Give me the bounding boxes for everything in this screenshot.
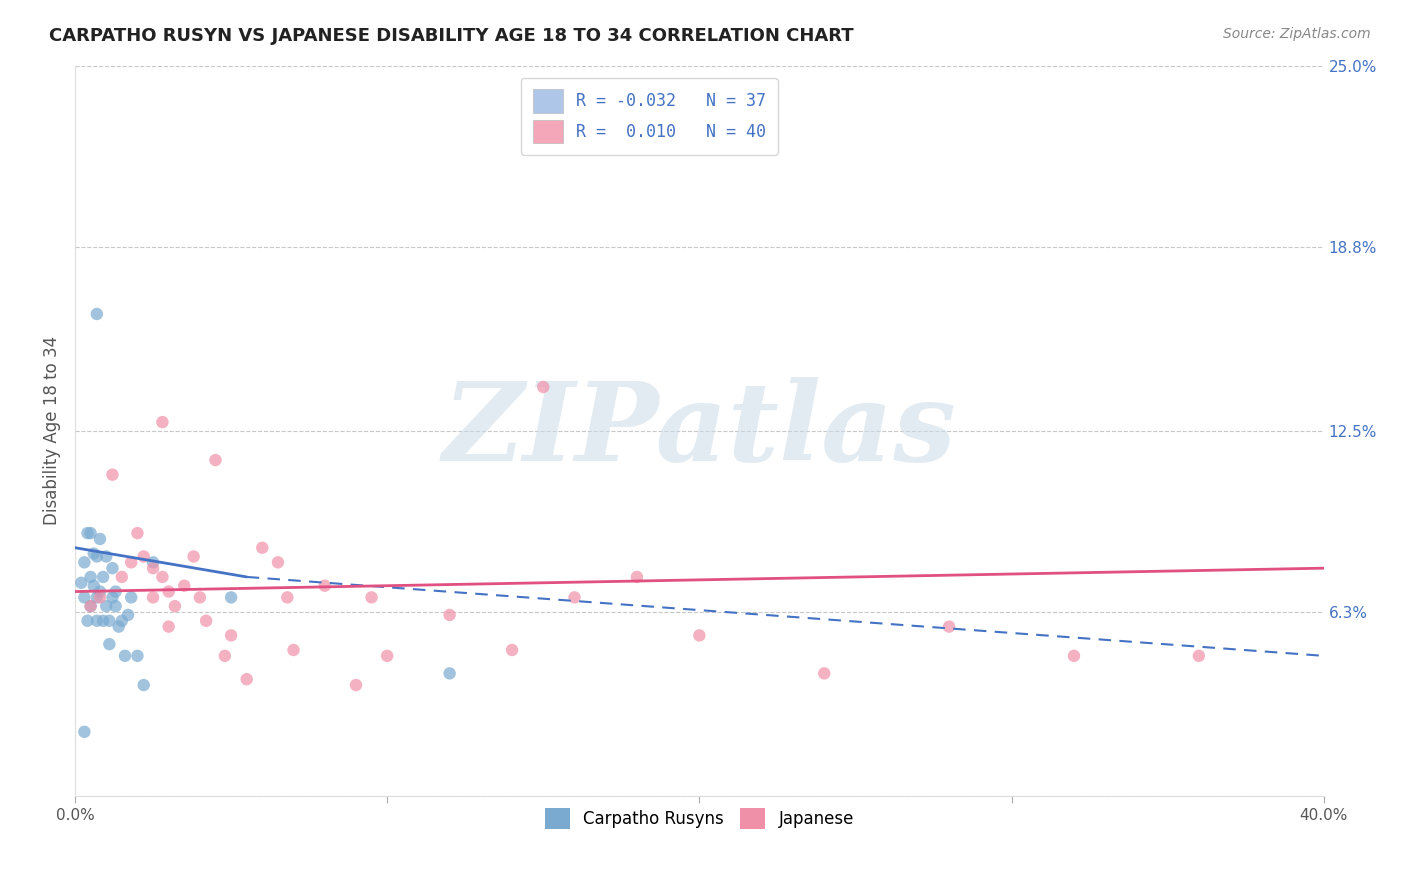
Point xyxy=(252,541,274,555)
Point xyxy=(127,648,149,663)
Point xyxy=(219,591,242,605)
Point xyxy=(104,584,127,599)
Point xyxy=(1063,648,1085,663)
Point xyxy=(439,607,461,622)
Point xyxy=(439,666,461,681)
Y-axis label: Disability Age 18 to 34: Disability Age 18 to 34 xyxy=(44,336,60,525)
Point xyxy=(104,599,127,614)
Point xyxy=(163,599,186,614)
Point xyxy=(132,549,155,564)
Point xyxy=(132,678,155,692)
Point xyxy=(157,619,180,633)
Point xyxy=(111,614,134,628)
Text: CARPATHO RUSYN VS JAPANESE DISABILITY AGE 18 TO 34 CORRELATION CHART: CARPATHO RUSYN VS JAPANESE DISABILITY AG… xyxy=(49,27,853,45)
Point xyxy=(73,724,96,739)
Point xyxy=(219,628,242,642)
Point xyxy=(96,599,118,614)
Point xyxy=(86,614,108,628)
Point xyxy=(531,380,554,394)
Point xyxy=(73,555,96,569)
Point xyxy=(76,614,98,628)
Point xyxy=(157,584,180,599)
Point xyxy=(267,555,290,569)
Point xyxy=(70,575,93,590)
Point xyxy=(195,614,218,628)
Point xyxy=(79,599,101,614)
Point xyxy=(101,467,124,482)
Point xyxy=(501,643,523,657)
Point xyxy=(79,526,101,541)
Text: Source: ZipAtlas.com: Source: ZipAtlas.com xyxy=(1223,27,1371,41)
Point xyxy=(152,570,174,584)
Point xyxy=(111,570,134,584)
Text: ZIPatlas: ZIPatlas xyxy=(443,377,956,484)
Point xyxy=(127,526,149,541)
Point xyxy=(120,555,142,569)
Point xyxy=(120,591,142,605)
Point xyxy=(142,591,165,605)
Point xyxy=(142,555,165,569)
Point xyxy=(152,415,174,429)
Point xyxy=(344,678,367,692)
Point xyxy=(283,643,305,657)
Point xyxy=(86,549,108,564)
Point xyxy=(626,570,648,584)
Point xyxy=(117,607,139,622)
Point xyxy=(314,579,336,593)
Point xyxy=(79,599,101,614)
Point xyxy=(98,614,121,628)
Point xyxy=(235,672,257,686)
Point xyxy=(83,547,105,561)
Point xyxy=(73,591,96,605)
Point xyxy=(83,579,105,593)
Point xyxy=(89,532,111,546)
Point xyxy=(91,570,114,584)
Point xyxy=(89,584,111,599)
Point xyxy=(89,591,111,605)
Point xyxy=(214,648,236,663)
Point xyxy=(86,591,108,605)
Point xyxy=(1188,648,1211,663)
Point xyxy=(204,453,226,467)
Point xyxy=(107,619,129,633)
Point xyxy=(101,561,124,575)
Point xyxy=(188,591,211,605)
Point xyxy=(76,526,98,541)
Point xyxy=(173,579,195,593)
Point xyxy=(114,648,136,663)
Point xyxy=(79,570,101,584)
Point xyxy=(360,591,382,605)
Point xyxy=(98,637,121,651)
Point xyxy=(564,591,586,605)
Point xyxy=(86,307,108,321)
Point xyxy=(375,648,398,663)
Point xyxy=(142,561,165,575)
Point xyxy=(938,619,960,633)
Point xyxy=(183,549,205,564)
Legend: Carpatho Rusyns, Japanese: Carpatho Rusyns, Japanese xyxy=(538,802,860,835)
Point xyxy=(813,666,835,681)
Point xyxy=(96,549,118,564)
Point xyxy=(276,591,298,605)
Point xyxy=(101,591,124,605)
Point xyxy=(91,614,114,628)
Point xyxy=(688,628,710,642)
